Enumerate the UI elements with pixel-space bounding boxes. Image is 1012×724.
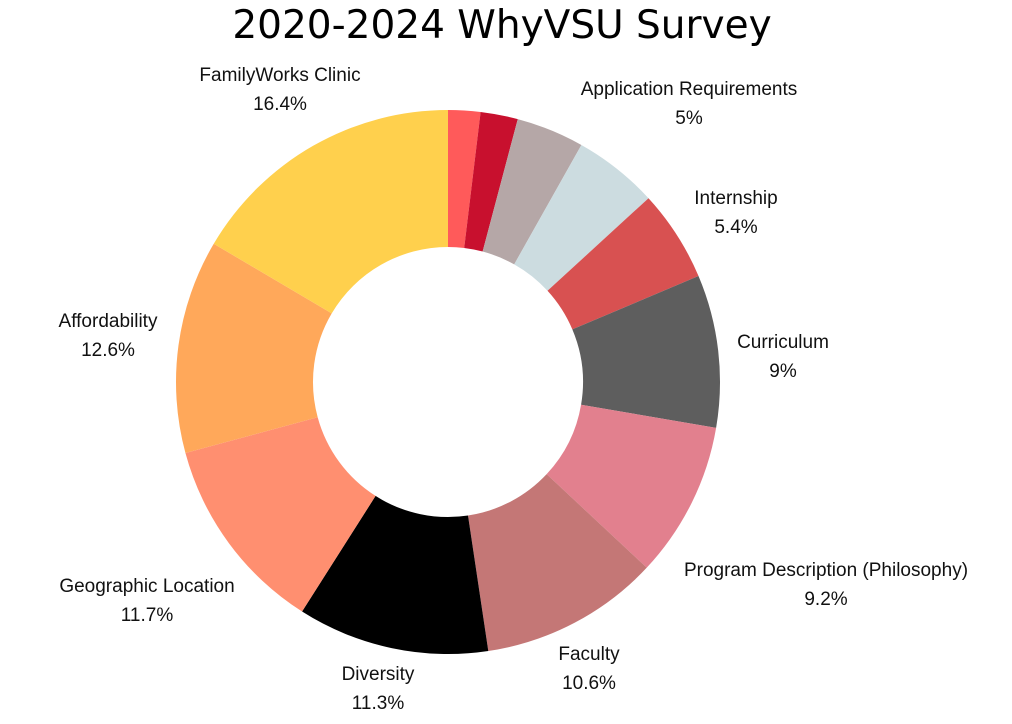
pie-slice-application-requirements	[514, 144, 649, 291]
pie-slice-1	[464, 111, 518, 252]
slice-label: Program Description (Philosophy)	[684, 560, 968, 581]
chart-title: 2020-2024 WhyVSU Survey	[232, 3, 771, 48]
slice-label: Internship	[694, 188, 777, 209]
pie-slice-familyworks-clinic	[213, 110, 448, 314]
slice-value-label: 11.3%	[352, 693, 405, 714]
slice-label: Diversity	[342, 664, 415, 685]
slice-value-label: 9%	[769, 361, 797, 382]
slice-value-label: 11.7%	[121, 605, 174, 626]
slice-value-label: 10.6%	[562, 673, 616, 694]
pie-slice-2	[482, 119, 582, 265]
pie-slice-faculty	[468, 474, 647, 651]
pie-slice-internship	[547, 198, 699, 330]
slice-label: FamilyWorks Clinic	[199, 65, 360, 86]
slice-value-label: 16.4%	[253, 94, 307, 115]
slice-label: Affordability	[59, 311, 158, 332]
labels-group: Application Requirements 5% Internship 5.4%…	[59, 65, 969, 714]
slice-label: Faculty	[558, 644, 620, 665]
pie-slice-program-description-philosophy	[546, 404, 717, 568]
pie-slice-affordability	[176, 243, 332, 454]
slice-value-label: 9.2%	[804, 589, 847, 610]
pie-slice-geographic-location	[185, 417, 376, 612]
slice-value-label: 5.4%	[714, 217, 757, 238]
pie-slice-curriculum	[572, 276, 720, 428]
slice-value-label: 5%	[675, 108, 703, 129]
slice-label: Application Requirements	[581, 79, 798, 100]
slices-group	[176, 110, 720, 654]
slice-value-label: 12.6%	[81, 340, 135, 361]
slice-label: Curriculum	[737, 332, 829, 353]
pie-slice-diversity	[302, 495, 489, 654]
slice-label: Geographic Location	[59, 576, 234, 597]
pie-slice-0	[448, 110, 481, 248]
